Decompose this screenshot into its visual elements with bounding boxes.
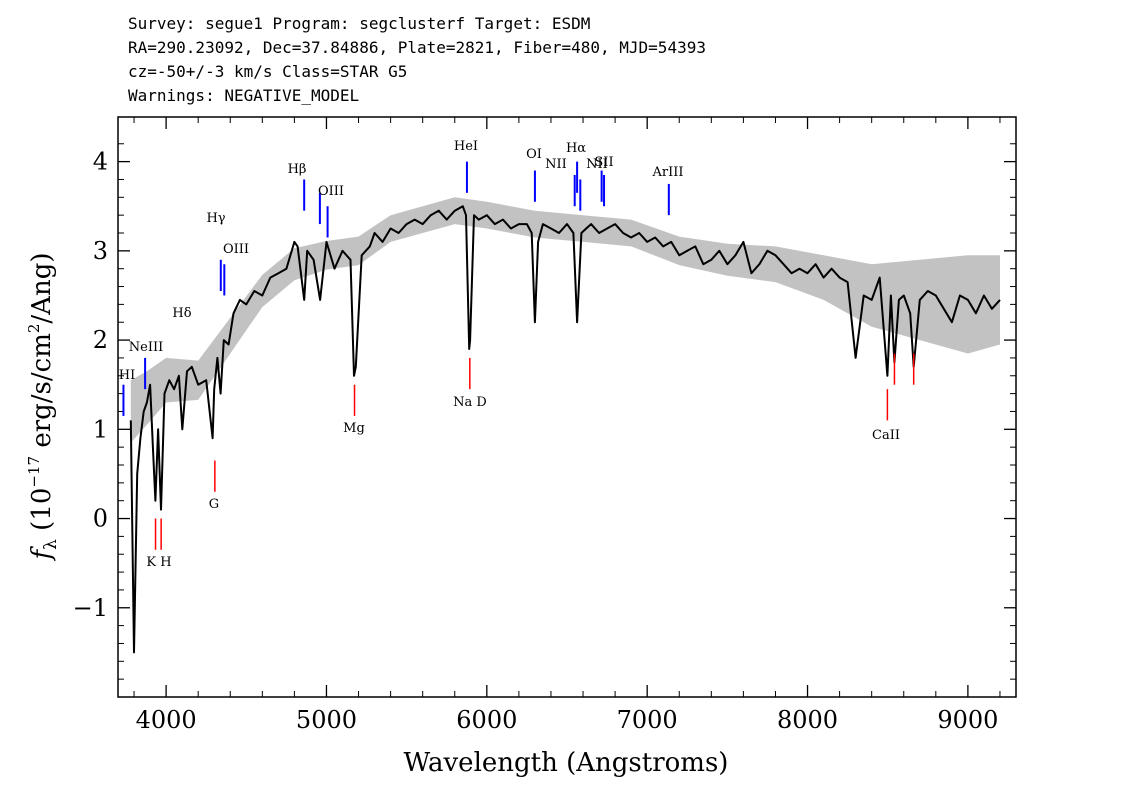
spectral-line-label: Hβ <box>288 162 307 177</box>
y-axis-label: fλ (10−17 erg/s/cm2/Ang) <box>25 253 61 562</box>
spectral-line-label: NeIII <box>129 340 163 355</box>
flux-series-line <box>129 205 1001 654</box>
spectral-line-label: Hγ <box>206 211 225 226</box>
header-line-warnings: Warnings: NEGATIVE_MODEL <box>128 86 359 105</box>
y-tick-label: 3 <box>93 237 108 265</box>
y-tick-label: −1 <box>73 594 108 622</box>
spectral-line-label: ArIII <box>651 165 683 180</box>
x-tick-label: 5000 <box>296 706 357 734</box>
spectral-line-label: G <box>209 497 219 512</box>
spectral-line-label: OIII <box>223 242 249 257</box>
spectral-line-label: OIII <box>318 184 344 199</box>
spectral-line-label: Mg <box>343 421 365 436</box>
plot-frame <box>117 116 1017 698</box>
plot-area: 4000 5000 6000 7000 8000 9000 −1 0 1 2 3 4 HI NeIII Hδ… <box>73 116 1017 734</box>
x-tick-label: 4000 <box>136 706 197 734</box>
x-tick-label: 9000 <box>937 706 998 734</box>
header-line-survey: Survey: segue1 Program: segclusterf Targ… <box>128 14 590 33</box>
header: Survey: segue1 Program: segclusterf Targ… <box>128 14 706 105</box>
y-tick-label: 0 <box>93 505 108 533</box>
spectral-line-label: HI <box>119 368 135 383</box>
spectral-line-label: HeI <box>454 139 478 154</box>
noise-envelope-band <box>130 197 1001 443</box>
spectral-line-label: Hδ <box>172 306 191 321</box>
spectral-line-label: OI <box>526 147 542 162</box>
x-tick-label: 8000 <box>777 706 838 734</box>
spectral-line-label: K H <box>146 555 171 570</box>
header-line-redshift-class: cz=-50+/-3 km/s Class=STAR G5 <box>128 62 407 81</box>
spectral-line-label: NII <box>545 157 567 172</box>
spectral-line-label: Na D <box>453 395 487 410</box>
y-tick-label: 4 <box>93 148 108 176</box>
spectral-line-label: CaII <box>872 428 900 443</box>
y-tick-label: 1 <box>93 415 108 443</box>
x-axis-label: Wavelength (Angstroms) <box>404 748 729 778</box>
spectral-line-label: Hα <box>566 141 586 156</box>
spectral-line-label: SII <box>594 155 613 170</box>
x-tick-label: 7000 <box>617 706 678 734</box>
spectral-line-label: NII <box>586 157 608 172</box>
y-tick-label: 2 <box>93 326 108 354</box>
header-line-coordinates: RA=290.23092, Dec=37.84886, Plate=2821, … <box>128 38 706 57</box>
x-tick-label: 6000 <box>456 706 517 734</box>
